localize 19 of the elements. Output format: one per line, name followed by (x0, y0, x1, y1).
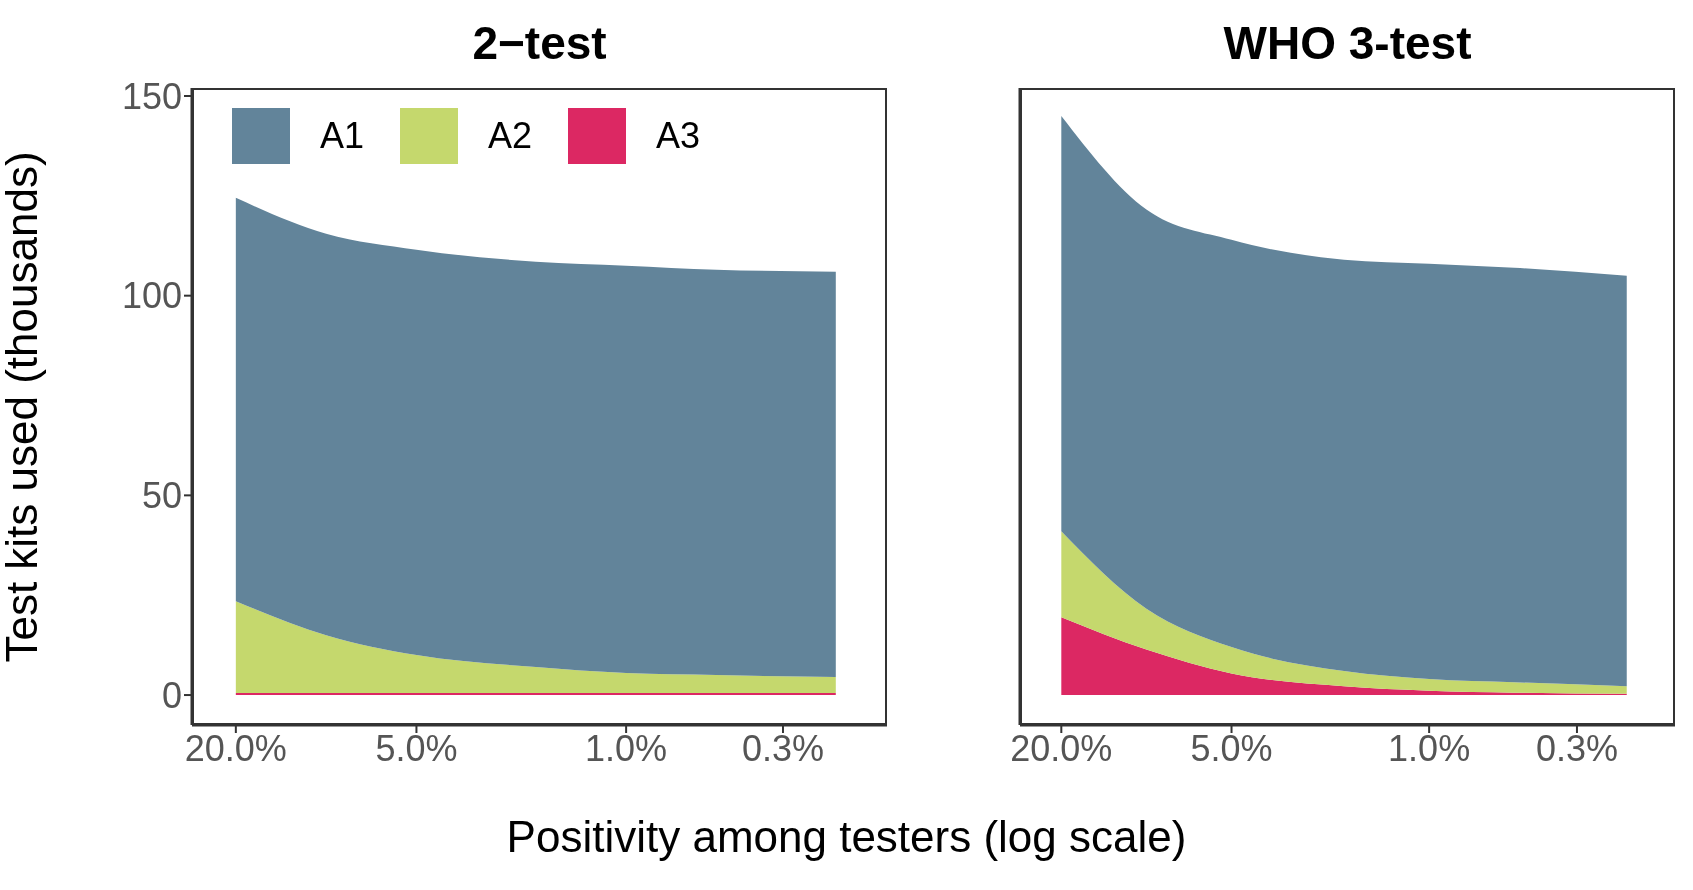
legend-label: A2 (488, 115, 533, 157)
y-tick-label: 50 (141, 475, 182, 517)
chart-title: 2−test (471, 16, 608, 70)
x-tick-label: 1.0% (585, 727, 668, 769)
chart-title: WHO 3-test (1222, 16, 1473, 70)
x-tick-label: 0.3% (741, 727, 824, 769)
y-tick-label: 0 (161, 674, 182, 716)
x-axis-title: Positivity among testers (log scale) (505, 812, 1188, 862)
x-tick-label: 20.0% (184, 727, 287, 769)
x-tick-label: 5.0% (1190, 727, 1273, 769)
y-axis-title: Test kits used (thousands) (0, 150, 47, 663)
x-tick-label: 1.0% (1388, 727, 1471, 769)
x-tick-label: 20.0% (1010, 727, 1113, 769)
y-tick-label: 150 (121, 75, 182, 117)
x-tick-label: 5.0% (375, 727, 458, 769)
legend-label: A1 (320, 115, 365, 157)
x-tick-label: 0.3% (1535, 727, 1618, 769)
y-tick-label: 100 (121, 275, 182, 317)
legend-label: A3 (656, 115, 701, 157)
